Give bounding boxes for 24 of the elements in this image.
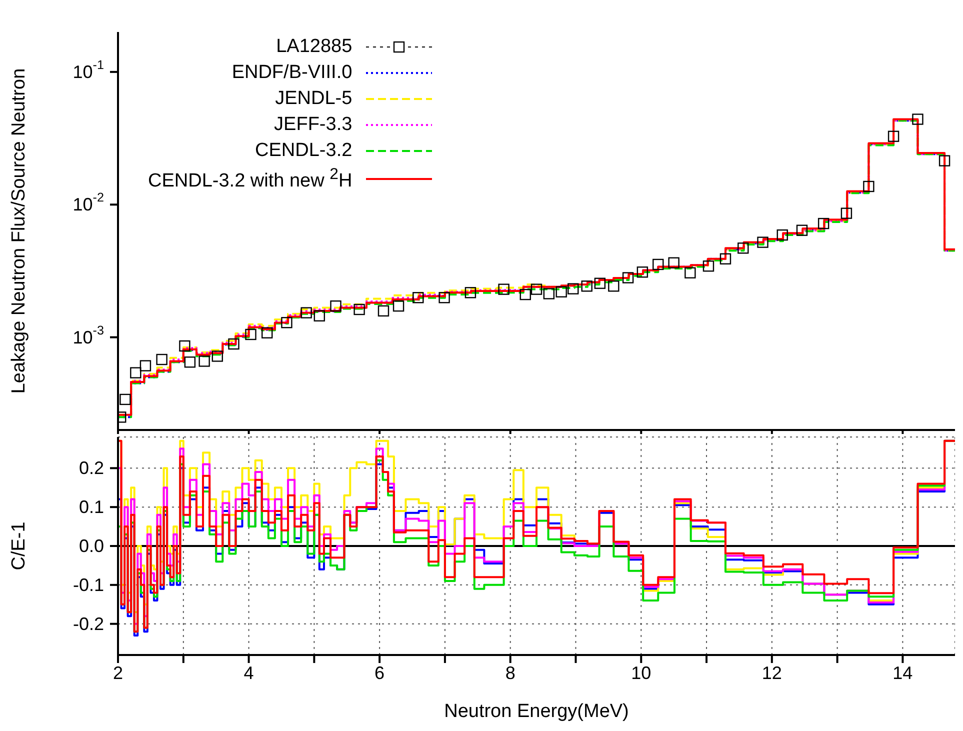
y-tick-label: -0.1 bbox=[72, 574, 104, 595]
legend-label: CENDL-3.2 with new $^{2}$H bbox=[148, 166, 352, 192]
y-axis-title: Leakage Neutron Flux/Source Neutron bbox=[8, 68, 30, 394]
x-axis-title: Neutron Energy(MeV) bbox=[444, 701, 629, 722]
y-tick-label: 0.2 bbox=[78, 458, 104, 478]
legend-label: ENDF/B-VIII.0 bbox=[230, 62, 352, 84]
y-axis-title: C/E-1 bbox=[8, 522, 30, 570]
legend-label: JEFF-3.3 bbox=[273, 114, 352, 136]
x-tick-label: 14 bbox=[892, 663, 913, 683]
x-tick-label: 2 bbox=[112, 663, 124, 683]
y-tick-label: 10$^{-1}$ bbox=[72, 58, 104, 82]
legend-label: JENDL-5 bbox=[274, 88, 352, 110]
legend-label: LA12885 bbox=[275, 36, 352, 58]
y-tick-label: 0.0 bbox=[78, 536, 104, 556]
legend-label: CENDL-3.2 bbox=[254, 140, 352, 162]
x-tick-label: 10 bbox=[631, 663, 652, 683]
x-tick-label: 6 bbox=[374, 663, 385, 683]
y-tick-label: -0.2 bbox=[72, 614, 104, 634]
y-tick-label: 10$^{-3}$ bbox=[72, 323, 104, 348]
y-tick-label: 10$^{-2}$ bbox=[72, 190, 104, 215]
x-tick-label: 8 bbox=[505, 663, 516, 683]
y-tick-label: 0.1 bbox=[78, 497, 104, 518]
x-tick-label: 4 bbox=[244, 663, 254, 683]
x-tick-label: 12 bbox=[762, 663, 782, 683]
